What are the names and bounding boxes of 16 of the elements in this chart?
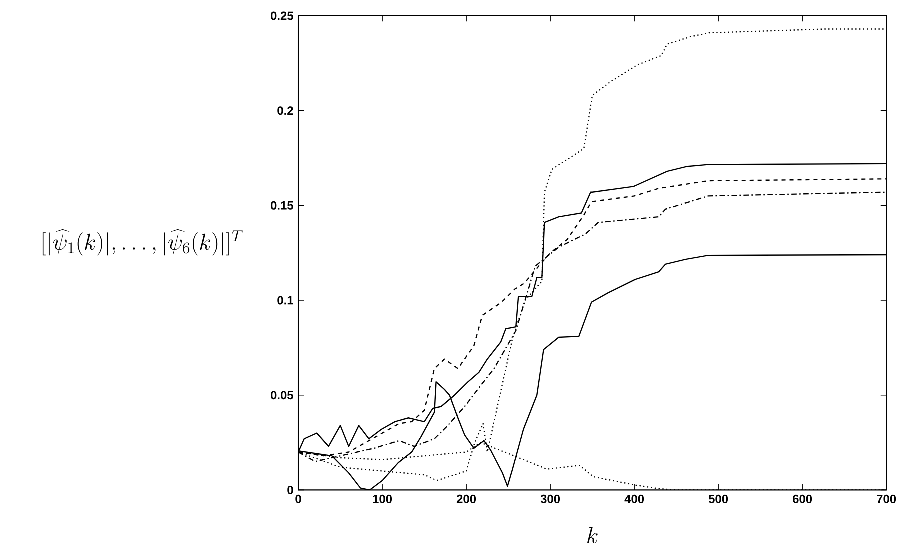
- y-axis-title: $[|\widehat{\psi}_1(k)|,\ldots,|\widehat{\psi}_6(k)|]^T$: [42, 229, 243, 256]
- y-tick-label: 0: [288, 486, 294, 494]
- y-tick-label: 0.25: [270, 12, 294, 20]
- y-tick-label: 0.2: [278, 106, 294, 116]
- x-tick-label: 600: [793, 494, 812, 504]
- x-tick-label: 700: [877, 494, 896, 504]
- x-tick-label: 200: [456, 494, 476, 504]
- x-tick-label: 400: [624, 494, 644, 504]
- y-tick-label: 0.1: [278, 296, 294, 305]
- x-tick-label: 300: [540, 494, 560, 504]
- x-axis-title: $k$: [588, 527, 598, 544]
- x-tick-label: 0: [296, 494, 302, 504]
- x-tick-label: 500: [708, 494, 728, 504]
- y-tick-label: 0.05: [270, 391, 294, 400]
- x-tick-label: 100: [373, 494, 392, 504]
- y-tick-label: 0.15: [270, 201, 294, 210]
